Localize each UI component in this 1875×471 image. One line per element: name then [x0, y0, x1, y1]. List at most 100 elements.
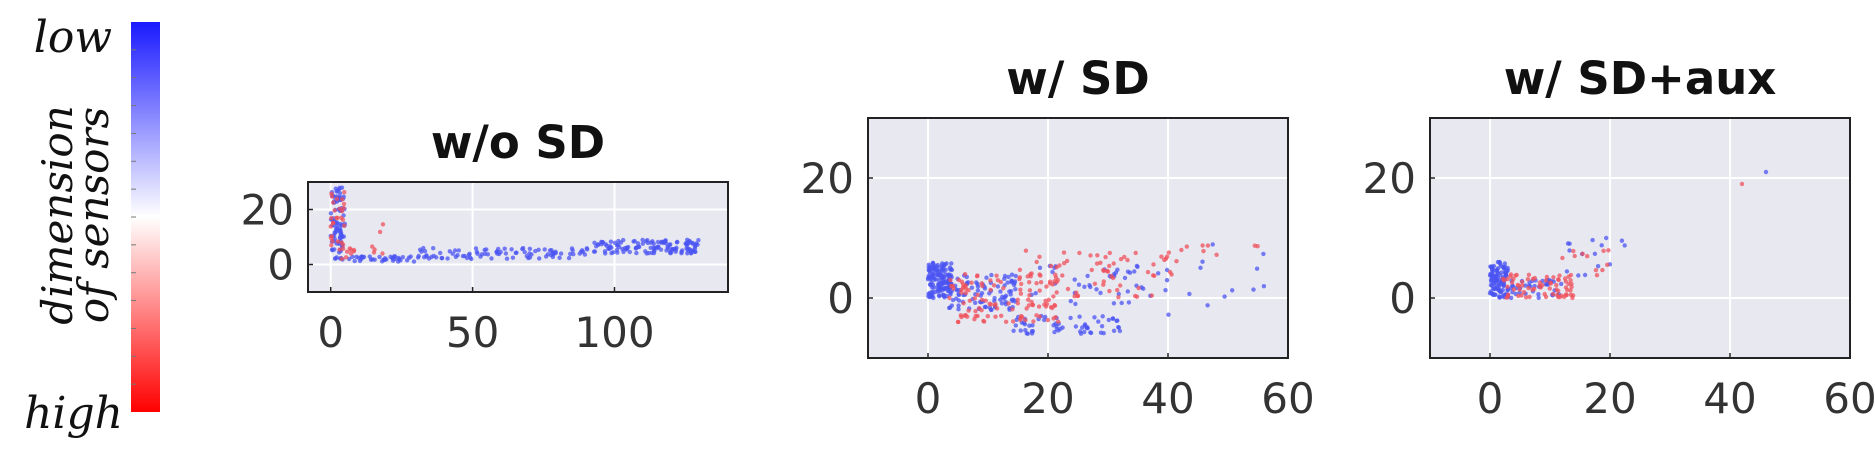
scatter-point-red [1562, 294, 1567, 300]
scatter-point-red [965, 314, 970, 319]
scatter-point-blue [652, 245, 657, 250]
scatter-point-blue [577, 251, 582, 256]
scatter-point-blue [333, 256, 338, 261]
scatter-point-blue [1050, 269, 1055, 275]
scatter-point-blue [1119, 300, 1124, 306]
scatter-point-red [370, 244, 375, 249]
scatter-point-red [956, 277, 962, 283]
scatter-point-blue [464, 255, 470, 261]
scatter-point-blue [627, 249, 632, 255]
scatter-point-blue [1100, 314, 1105, 319]
scatter-point-red [1523, 295, 1529, 300]
scatter-point-red [1162, 257, 1167, 263]
scatter-point-blue [566, 255, 572, 261]
scatter-point-blue [1008, 289, 1014, 294]
scatter-point-blue [1491, 292, 1496, 298]
scatter-point-blue [1068, 298, 1074, 304]
panel-title: w/ SD [1006, 52, 1149, 105]
scatter-point-red [1594, 273, 1600, 278]
scatter-point-blue [1622, 243, 1627, 248]
scatter-point-red [980, 283, 985, 289]
scatter-point-blue [984, 275, 989, 280]
scatter-point-red [1075, 293, 1080, 299]
scatter-point-red [1508, 274, 1513, 279]
scatter-point-red [1043, 298, 1048, 303]
scatter-point-blue [675, 239, 680, 245]
scatter-point-red [329, 194, 335, 199]
scatter-point-blue [624, 245, 629, 250]
scatter-point-red [329, 215, 334, 221]
scatter-point-red [1060, 273, 1065, 278]
scatter-point-blue [1497, 295, 1502, 300]
x-tick-label: 0 [915, 374, 942, 423]
scatter-point-red [955, 319, 961, 325]
scatter-point-blue [927, 290, 932, 296]
scatter-point-blue [947, 265, 953, 270]
scatter-point-red [343, 255, 349, 260]
scatter-point-red [1030, 302, 1036, 307]
scatter-point-red [1003, 319, 1009, 324]
scatter-point-blue [469, 256, 474, 262]
colorbar-ticks [131, 49, 136, 385]
scatter-point-blue [592, 249, 598, 254]
scatter-point-red [1054, 290, 1059, 295]
scatter-point-blue [338, 231, 343, 236]
scatter-point-red [994, 306, 1000, 311]
scatter-point-red [973, 309, 978, 314]
scatter-point-blue [338, 225, 343, 230]
scatter-point-blue [382, 256, 388, 261]
scatter-point-blue [1052, 329, 1057, 335]
scatter-point-blue [674, 245, 679, 250]
scatter-point-blue [1494, 268, 1500, 273]
scatter-point-blue [949, 261, 954, 266]
scatter-point-red [1037, 288, 1042, 293]
scatter-point-blue [1013, 273, 1018, 279]
scatter-point-blue [377, 254, 382, 260]
scatter-point-red [1554, 282, 1559, 288]
scatter-point-blue [1251, 287, 1256, 292]
scatter-point-red [993, 314, 998, 319]
y-tick-label: 0 [1389, 274, 1416, 323]
y-tick-label: 20 [1363, 154, 1416, 203]
scatter-point-red [342, 190, 347, 195]
scatter-point-blue [1576, 273, 1581, 278]
scatter-point-red [1580, 251, 1585, 256]
scatter-point-blue [494, 249, 499, 255]
scatter-point-blue [585, 247, 590, 252]
scatter-point-blue [1098, 290, 1103, 296]
scatter-point-blue [1011, 328, 1016, 333]
scatter-point-red [1023, 248, 1029, 253]
scatter-point-red [988, 278, 993, 283]
scatter-point-blue [679, 249, 684, 255]
scatter-point-blue [330, 248, 335, 253]
scatter-point-blue [452, 248, 458, 253]
scatter-point-red [1048, 263, 1054, 269]
colorbar-label-dimension: dimension [33, 105, 82, 324]
scatter-point-blue [526, 255, 531, 261]
scatter-point-red [1107, 250, 1113, 256]
scatter-point-red [1018, 317, 1023, 322]
scatter-point-blue [932, 285, 937, 290]
scatter-point-red [998, 279, 1003, 285]
scatter-point-red [1118, 283, 1123, 288]
scatter-point-blue [1018, 328, 1023, 333]
scatter-point-blue [1088, 284, 1093, 290]
scatter-point-blue [1013, 287, 1018, 292]
scatter-point-blue [925, 277, 931, 282]
scatter-point-blue [431, 246, 436, 251]
scatter-point-blue [582, 252, 588, 257]
scatter-point-blue [975, 288, 981, 293]
scatter-point-red [950, 283, 956, 289]
scatter-point-blue [635, 241, 641, 246]
scatter-point-red [1105, 269, 1111, 274]
scatter-point-red [994, 273, 999, 278]
scatter-point-red [1526, 285, 1531, 291]
scatter-point-blue [1166, 312, 1171, 317]
scatter-point-red [1052, 279, 1057, 284]
scatter-point-red [339, 256, 345, 261]
scatter-point-blue [485, 252, 491, 257]
scatter-point-red [958, 313, 963, 318]
scatter-point-red [1092, 281, 1098, 286]
scatter-point-blue [1006, 274, 1011, 280]
scatter-point-blue [1111, 301, 1117, 306]
